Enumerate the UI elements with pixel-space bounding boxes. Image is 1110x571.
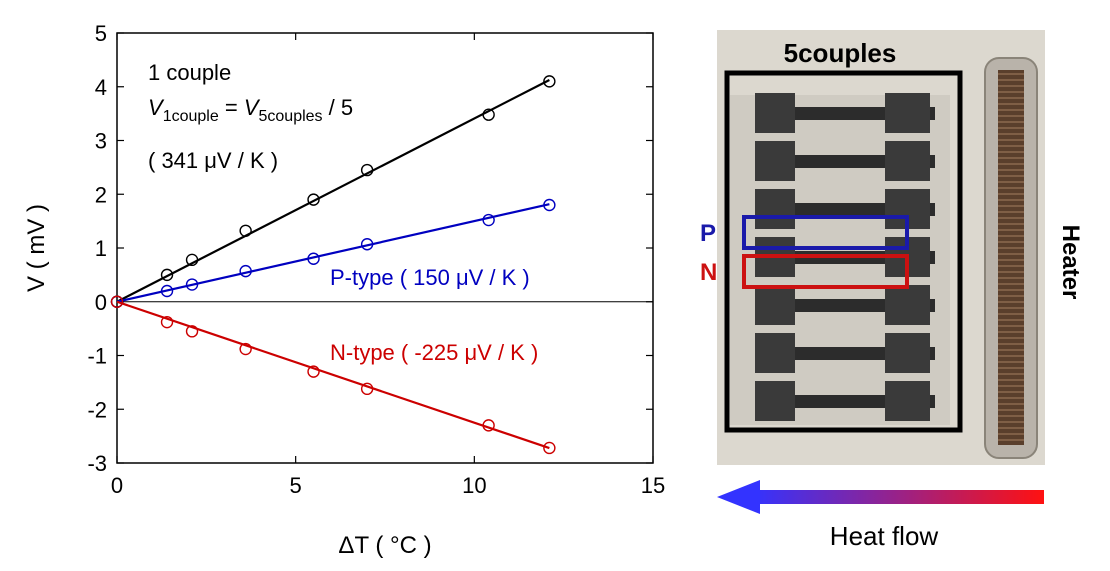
fit-line (116, 203, 550, 303)
leg-pad-left (755, 93, 795, 133)
x-tick-label: 15 (641, 473, 665, 498)
data-point (482, 213, 495, 227)
couple-coefficient: ( 341 μV / K ) (148, 148, 278, 173)
y-tick-label: 3 (95, 129, 107, 154)
couple-formula: V1couple = V5couples / 5 (148, 95, 353, 125)
heat-flow-arrow-shaft (752, 490, 1044, 504)
data-point (543, 198, 556, 212)
y-tick-label: 0 (95, 290, 107, 315)
leg-pad-right (885, 141, 930, 181)
data-point (160, 284, 174, 298)
data-point (160, 315, 174, 329)
data-point (360, 382, 374, 396)
five-couples-label: 5couples (784, 38, 897, 68)
couple-title: 1 couple (148, 60, 231, 85)
leg-pad-left (755, 285, 795, 325)
data-point (307, 252, 320, 265)
series-layer (110, 75, 556, 455)
heat-flow-arrow (717, 480, 1044, 514)
formula-div: / 5 (323, 95, 354, 120)
data-point (360, 163, 374, 177)
leg-pad-right (885, 381, 930, 421)
leg-pad-left (755, 381, 795, 421)
five-couples-box (724, 70, 963, 433)
data-point (185, 325, 199, 338)
data-point (160, 268, 174, 282)
x-tick-label: 5 (290, 473, 302, 498)
device-photo: 5couples P N Heater (700, 30, 1084, 465)
data-point (239, 342, 252, 356)
n-type-label: N-type ( -225 μV / K ) (330, 340, 538, 365)
data-point (185, 278, 199, 291)
data-point (482, 108, 495, 121)
data-point (543, 75, 556, 88)
y-tick-label: 2 (95, 182, 107, 207)
data-point (543, 441, 556, 455)
x-tick-label: 10 (462, 473, 486, 498)
leg-pad-right (885, 333, 930, 373)
data-point (110, 295, 124, 308)
y-tick-label: -2 (87, 397, 107, 422)
data-point (482, 419, 495, 432)
n-type-box (742, 254, 909, 289)
fit-line (116, 300, 550, 450)
heater-coil (998, 70, 1024, 445)
x-tick-label: 0 (111, 473, 123, 498)
data-point (307, 365, 320, 378)
y-axis-label: V ( mV ) (23, 204, 50, 292)
leg-pad-right (885, 285, 930, 325)
data-point (360, 238, 374, 251)
heat-flow-label: Heat flow (830, 521, 939, 551)
y-tick-label: -1 (87, 344, 107, 369)
y-tick-label: 5 (95, 21, 107, 46)
leg-pad-left (755, 141, 795, 181)
plot-area: 0 5 10 15 -3 -2 -1 0 1 2 3 4 5 (87, 21, 665, 498)
y-tick-label: 1 (95, 236, 107, 261)
data-point (239, 224, 252, 238)
p-type-label: P-type ( 150 μV / K ) (330, 265, 530, 290)
plot-frame (116, 32, 654, 464)
data-point (307, 193, 320, 206)
formula-sub5: 5couples (259, 108, 323, 125)
data-point (185, 253, 199, 267)
y-tick-label: 4 (95, 75, 107, 100)
leg-pad-right (885, 93, 930, 133)
axis-ticks: 0 5 10 15 -3 -2 -1 0 1 2 3 4 5 (87, 21, 665, 498)
y-tick-label: -3 (87, 451, 107, 476)
p-type-box (742, 215, 909, 250)
formula-v5: V (244, 95, 261, 120)
heater-label: Heater (1057, 225, 1084, 300)
formula-v1: V (148, 95, 165, 120)
x-axis-label: ΔT ( °C ) (338, 532, 431, 559)
data-point (239, 264, 252, 278)
formula-eq: = (219, 95, 244, 120)
heat-flow-arrow-head (717, 480, 760, 514)
heater-windings (998, 73, 1024, 441)
formula-sub1: 1couple (163, 108, 219, 125)
leg-pad-left (755, 333, 795, 373)
n-label: N (700, 259, 717, 286)
p-label: P (700, 220, 716, 247)
leg-pad-left (755, 189, 795, 229)
